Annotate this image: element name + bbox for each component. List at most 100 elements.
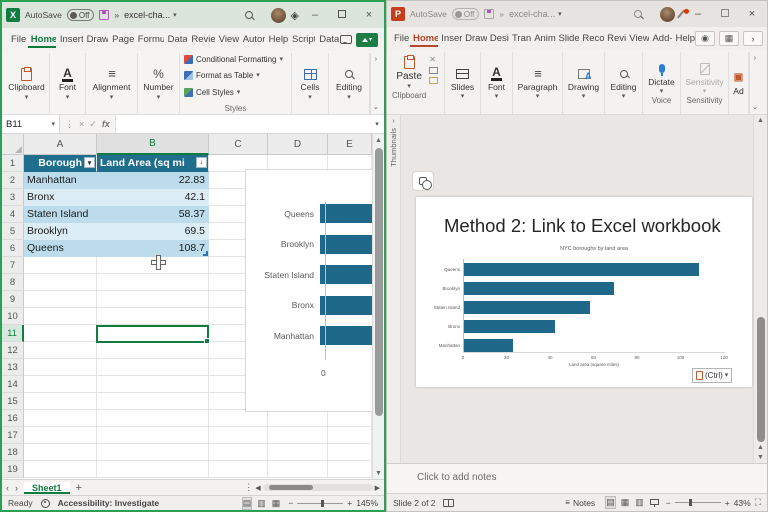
filter-dropdown-icon[interactable]: ▾ (84, 157, 95, 168)
scroll-left-icon[interactable]: ◀ (255, 484, 261, 492)
cell-C19[interactable] (209, 461, 268, 478)
zoom-level[interactable]: 145% (356, 498, 378, 508)
designer-button[interactable] (412, 171, 434, 191)
cell-E17[interactable] (328, 427, 372, 444)
cell-B4[interactable]: 58.37 (97, 206, 209, 223)
column-header-D[interactable]: D (268, 134, 328, 155)
document-title[interactable]: excel-cha... ▾ (124, 10, 177, 20)
zoom-level[interactable]: 43% (733, 497, 751, 508)
excel-menu-file[interactable]: File (11, 34, 27, 45)
accessibility-status[interactable]: Accessibility: Investigate (57, 498, 160, 508)
row-header-19[interactable]: 19 (2, 461, 24, 478)
ppt-menu-desi[interactable]: Desi (489, 33, 509, 44)
cell-A2[interactable]: Manhattan (24, 172, 97, 189)
cell-D18[interactable] (268, 444, 328, 461)
cell-B19[interactable] (97, 461, 209, 478)
selected-cell-B11[interactable] (96, 325, 210, 344)
search-icon[interactable] (244, 11, 253, 19)
share-button[interactable]: ▾ (356, 32, 378, 47)
autosave-toggle[interactable]: Off (451, 8, 480, 20)
ribbon-group-font[interactable]: A Font ▾ (50, 53, 86, 114)
apps-icon[interactable]: ▦ (719, 31, 739, 46)
paste-options-button[interactable]: (Ctrl) ▾ (692, 368, 733, 383)
row-header-17[interactable]: 17 (2, 427, 24, 444)
cell-A13[interactable] (24, 359, 97, 376)
save-icon[interactable] (99, 10, 110, 20)
zoom-slider-thumb[interactable] (688, 499, 692, 506)
cell-B13[interactable] (97, 359, 209, 376)
row-header-2[interactable]: 2 (2, 172, 24, 189)
cell-C1[interactable] (209, 155, 268, 172)
avatar[interactable] (660, 6, 675, 22)
cell-E19[interactable] (328, 461, 372, 478)
vertical-scrollbar[interactable]: ▲ ▼ (372, 134, 384, 479)
ppt-menu-revi[interactable]: Revi (607, 33, 627, 44)
chart-bar-staten-island[interactable] (320, 265, 372, 285)
ribbon-group-clipboard[interactable]: Clipboard ▾ (4, 53, 50, 114)
chart-bar-queens[interactable] (320, 204, 372, 223)
cell-C17[interactable] (209, 427, 268, 444)
scroll-up-icon[interactable]: ▲ (757, 116, 764, 124)
row-header-10[interactable]: 10 (2, 308, 24, 325)
normal-view-icon[interactable]: ▤ (605, 496, 616, 509)
ppt-menu-view[interactable]: View (629, 33, 650, 44)
table-resize-handle[interactable] (203, 251, 208, 256)
zoom-in-icon[interactable]: + (724, 497, 730, 508)
ppt-menu-add[interactable]: Add- (652, 33, 673, 44)
search-icon[interactable] (634, 10, 642, 18)
expand-thumbnails-icon[interactable]: › (392, 118, 395, 125)
page-layout-view-icon[interactable]: ▥ (257, 497, 266, 508)
row-header-1[interactable]: 1 (2, 155, 24, 172)
cell-E16[interactable] (328, 410, 372, 427)
scroll-up-icon[interactable]: ▲ (375, 136, 382, 144)
cell-B14[interactable] (97, 376, 209, 393)
prev-sheet-icon[interactable]: ‹ (6, 482, 9, 493)
ribbon-group-addins-clipped[interactable]: ▣ Ad (729, 52, 749, 114)
row-header-15[interactable]: 15 (2, 393, 24, 410)
paste-button[interactable]: Paste ▾ Clipboard (389, 52, 429, 114)
excel-menu-formu[interactable]: Formu (137, 34, 164, 45)
ribbon-group-number[interactable]: % Number ▾ (138, 53, 180, 114)
cell-B16[interactable] (97, 410, 209, 427)
cell-B6[interactable]: 108.7 (97, 240, 209, 257)
ribbon-group-drawing[interactable]: Drawing ▾ (563, 52, 605, 114)
row-header-16[interactable]: 16 (2, 410, 24, 427)
quick-access-overflow[interactable]: » (499, 9, 505, 19)
comments-icon[interactable] (340, 35, 352, 44)
cell-A16[interactable] (24, 410, 97, 427)
record-icon[interactable]: ◉ (695, 31, 715, 46)
scrollbar-thumb[interactable] (756, 317, 765, 443)
cell-B18[interactable] (97, 444, 209, 461)
conditional-formatting-button[interactable]: Conditional Formatting ▾ (184, 55, 287, 64)
previous-slide-icon[interactable]: ▲ (757, 443, 764, 451)
embedded-chart[interactable]: Queens Brooklyn Staten Island Bronx Manhatta… (245, 169, 372, 412)
cell-B2[interactable]: 22.83 (97, 172, 209, 189)
excel-menu-insert[interactable]: Insert (59, 34, 83, 45)
sheet-tab[interactable]: Sheet1 (24, 481, 70, 494)
ribbon-group-paragraph[interactable]: ≡ Paragraph ▾ (513, 52, 563, 114)
cut-icon[interactable]: ✕ (429, 55, 436, 64)
ppt-menu-inser[interactable]: Inser (441, 33, 463, 44)
column-header-E[interactable]: E (328, 134, 372, 155)
next-slide-icon[interactable]: ▼ (757, 454, 764, 462)
name-box[interactable]: B11 ▾ (2, 115, 60, 133)
minimize-button[interactable]: – (311, 9, 319, 21)
scrollbar-thumb[interactable] (374, 148, 383, 416)
ppt-menu-slide[interactable]: Slide (558, 33, 580, 44)
ribbon-group-editing[interactable]: Editing ▾ (329, 53, 370, 114)
slide-title[interactable]: Method 2: Link to Excel workbook (444, 215, 721, 236)
column-header-B[interactable]: B (97, 134, 209, 155)
select-all-corner[interactable] (2, 134, 24, 155)
excel-menu-autor[interactable]: Autor (242, 34, 265, 45)
cell-C18[interactable] (209, 444, 268, 461)
copy-icon[interactable] (429, 67, 439, 74)
ribbon-group-font[interactable]: A Font ▾ (481, 52, 513, 114)
sort-filter-icon[interactable]: ↓ (196, 157, 207, 168)
zoom-slider-thumb[interactable] (321, 499, 325, 507)
reading-view-icon[interactable]: ▥ (635, 497, 644, 507)
format-painter-icon[interactable] (429, 77, 439, 84)
excel-menu-help[interactable]: Help (268, 34, 288, 45)
notes-placeholder[interactable]: Click to add notes (417, 472, 497, 483)
ribbon-overflow-button[interactable]: › (753, 55, 757, 62)
close-button[interactable]: × (748, 8, 756, 20)
